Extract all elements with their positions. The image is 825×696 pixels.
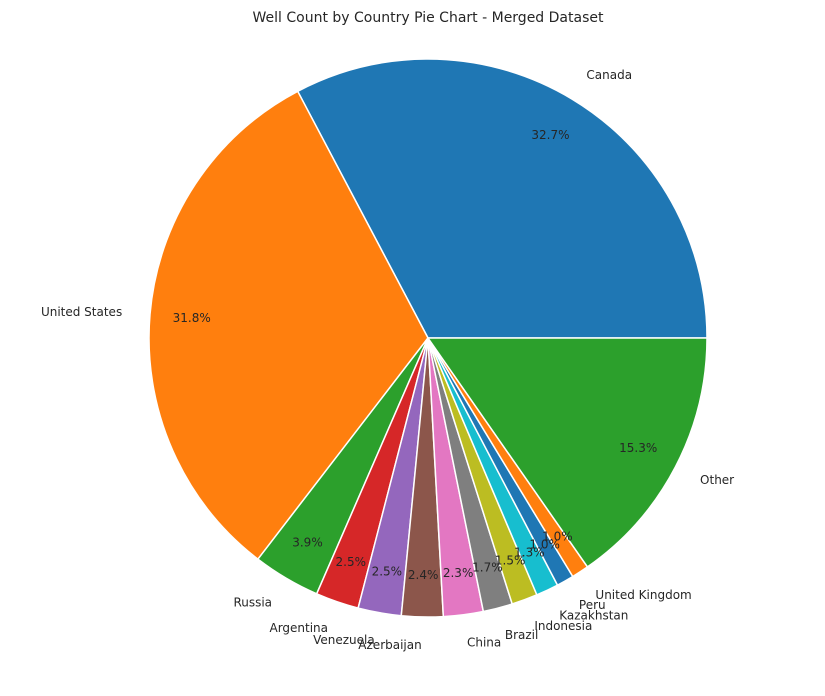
- slice-label-argentina: Argentina: [269, 621, 328, 635]
- slice-percent-united-states: 31.8%: [173, 311, 211, 325]
- slice-label-indonesia: Indonesia: [534, 619, 592, 633]
- pie-slice-canada: [296, 58, 708, 339]
- slice-label-canada: Canada: [586, 68, 632, 82]
- slice-label-venezuela: Venezuela: [313, 633, 375, 647]
- slice-percent-indonesia: 1.5%: [495, 553, 526, 567]
- pie-percent-labels: 32.7%31.8%3.9%2.5%2.5% 2.4% 2.3%1.7%1.5%1.…: [173, 128, 658, 582]
- pie-slice-united-states: [148, 90, 429, 560]
- slice-label-kazakhstan: Kazakhstan: [559, 608, 628, 622]
- slice-label-other: Other: [700, 473, 734, 487]
- pie-slice-other: [427, 337, 708, 568]
- pie-slices: [148, 58, 708, 618]
- slice-percent-brazil: 1.7%: [472, 561, 503, 575]
- slice-percent-kazakhstan: 1.3%: [514, 545, 545, 559]
- pie-labels: Canada United States Russia ArgentinaVenezu…: [41, 68, 734, 652]
- slice-label-azerbaijan: Azerbaijan: [358, 638, 421, 652]
- slice-percent-other: 15.3%: [619, 441, 657, 455]
- slice-percent-china: 2.3%: [443, 566, 474, 580]
- slice-percent-argentina: 2.5%: [336, 555, 367, 569]
- slice-label-russia: Russia: [233, 595, 272, 609]
- slice-percent-canada: 32.7%: [531, 128, 569, 142]
- slice-percent-azerbaijan: 2.4%: [408, 568, 439, 582]
- slice-label-brazil: Brazil: [505, 628, 539, 642]
- slice-percent-venezuela: 2.5%: [372, 565, 403, 579]
- slice-percent-united-kingdom: 1.0%: [542, 530, 573, 544]
- slice-label-united-states: United States: [41, 305, 122, 319]
- slice-label-united-kingdom: United Kingdom: [595, 588, 691, 602]
- slice-percent-russia: 3.9%: [292, 535, 323, 549]
- slice-label-china: China: [467, 635, 501, 649]
- chart-title: Well Count by Country Pie Chart - Merged…: [253, 10, 604, 26]
- slice-label-peru: Peru: [579, 598, 606, 612]
- slice-percent-peru: 1.0%: [529, 537, 560, 551]
